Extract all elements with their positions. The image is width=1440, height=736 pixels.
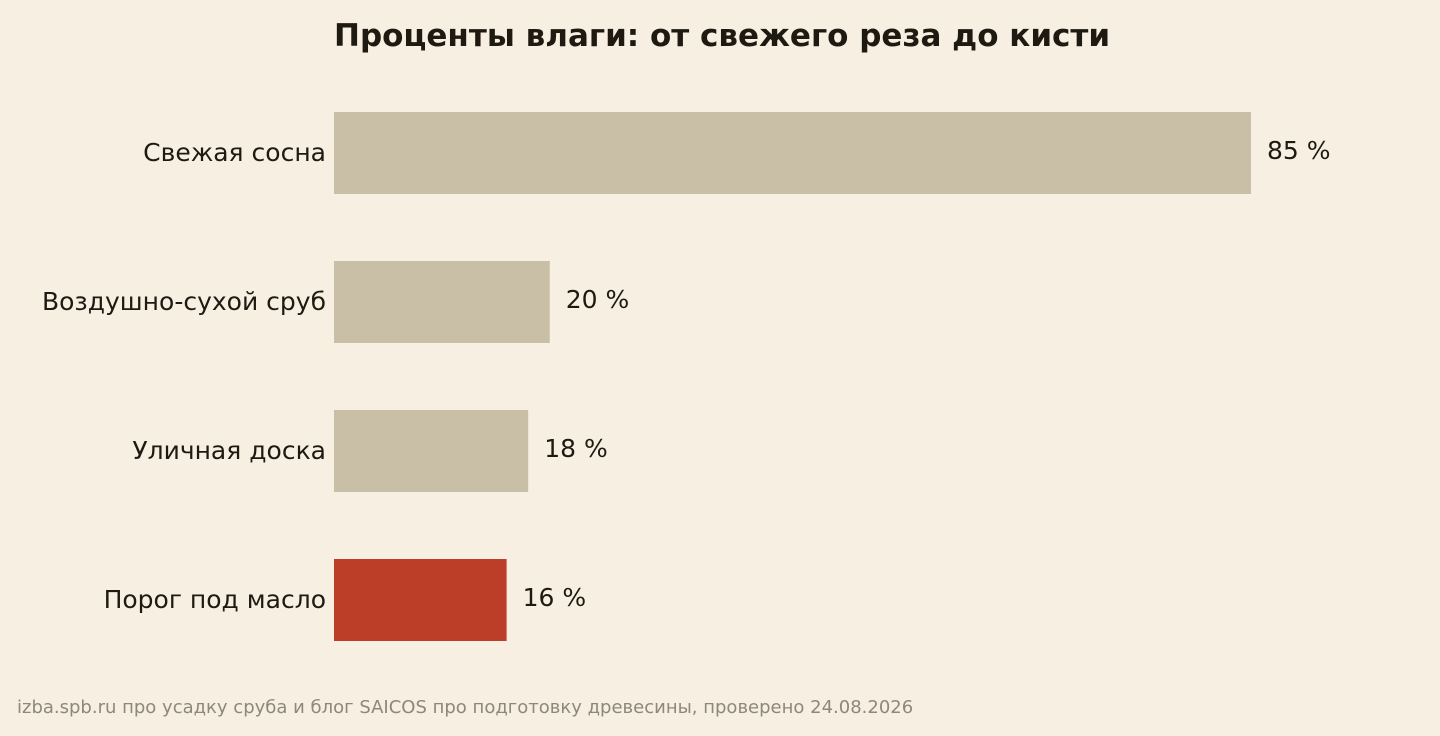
bar-chart: Свежая сосна 85 % Воздушно-сухой сруб 20 % У… [42, 112, 1331, 641]
bar [334, 112, 1251, 194]
source-note: izba.spb.ru про усадку сруба и блог SAIC… [17, 697, 914, 718]
bar-highlight [334, 559, 507, 641]
bar [334, 410, 529, 492]
value-label: 18 % [544, 434, 608, 463]
category-label: Уличная доска [132, 436, 326, 465]
chart-title: Проценты влаги: от свежего реза до кисти [334, 18, 1111, 54]
value-label: 20 % [566, 285, 630, 314]
category-label: Порог под масло [104, 585, 326, 614]
value-label: 85 % [1267, 136, 1331, 165]
bar [334, 261, 550, 343]
category-label: Воздушно-сухой сруб [42, 287, 326, 316]
category-label: Свежая сосна [143, 138, 326, 167]
value-label: 16 % [523, 583, 587, 612]
